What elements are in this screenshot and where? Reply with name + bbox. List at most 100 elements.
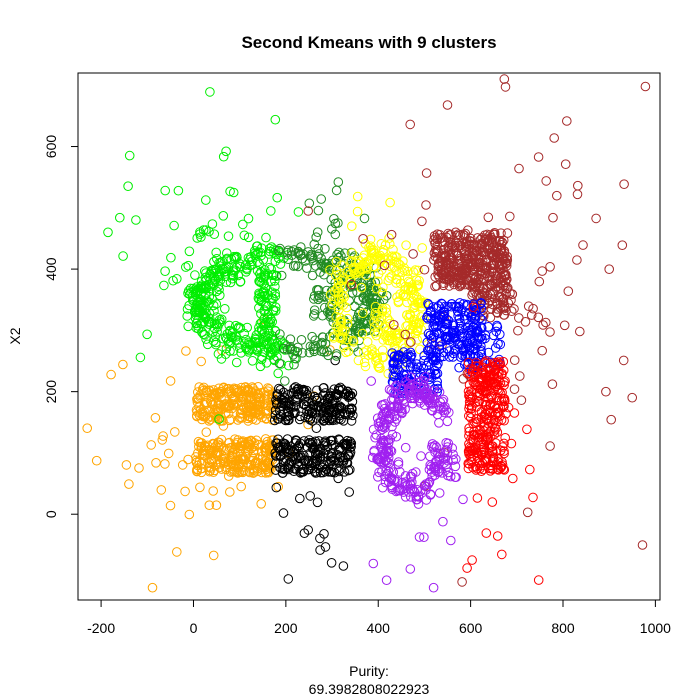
data-point — [466, 408, 476, 419]
data-point — [456, 258, 467, 269]
data-point — [195, 390, 205, 401]
data-point — [414, 275, 424, 286]
data-point — [146, 440, 156, 450]
data-point — [427, 442, 437, 452]
data-point — [209, 318, 220, 329]
data-point — [237, 437, 247, 447]
data-point — [214, 271, 225, 281]
data-point — [457, 275, 467, 285]
data-point — [407, 282, 417, 293]
data-point — [348, 262, 359, 273]
data-point — [490, 343, 501, 353]
data-point — [412, 281, 423, 292]
data-point — [244, 339, 254, 350]
data-point — [255, 397, 266, 407]
data-point — [458, 346, 469, 357]
data-point — [516, 395, 527, 406]
data-point — [199, 441, 210, 451]
data-point — [263, 458, 274, 469]
data-point — [259, 288, 270, 299]
data-point — [260, 332, 271, 342]
data-point — [225, 277, 236, 288]
data-point — [405, 347, 416, 358]
data-point — [185, 283, 196, 294]
data-point — [434, 401, 445, 412]
data-point — [476, 466, 487, 477]
series-8 — [462, 302, 544, 585]
data-point — [192, 410, 202, 421]
data-point — [390, 382, 401, 392]
data-point — [255, 342, 266, 352]
data-point — [235, 386, 245, 396]
data-point — [316, 194, 327, 204]
data-point — [426, 344, 437, 355]
data-point — [192, 466, 202, 477]
data-point — [298, 249, 309, 259]
data-point — [394, 404, 404, 414]
data-point — [205, 462, 215, 472]
data-point — [380, 399, 390, 409]
data-point — [383, 368, 394, 379]
data-point — [442, 319, 453, 330]
data-point — [433, 464, 444, 474]
data-point — [479, 422, 489, 432]
data-point — [462, 241, 472, 251]
data-point — [343, 410, 354, 420]
data-point — [432, 234, 443, 244]
data-point — [212, 327, 222, 337]
data-point — [225, 414, 236, 425]
data-point — [352, 191, 363, 202]
data-point — [340, 248, 350, 258]
data-point — [378, 245, 389, 255]
data-point — [386, 480, 397, 491]
data-point — [400, 353, 410, 364]
data-point — [309, 344, 319, 355]
data-point — [328, 331, 339, 342]
data-point — [285, 341, 296, 352]
data-point — [501, 253, 512, 264]
data-point — [241, 342, 251, 353]
data-point — [349, 301, 360, 312]
data-point — [426, 461, 437, 472]
data-point — [221, 401, 232, 412]
data-point — [477, 362, 488, 373]
data-point — [363, 350, 374, 360]
data-point — [209, 439, 219, 449]
data-point — [497, 549, 507, 560]
data-point — [158, 431, 168, 441]
data-point — [363, 259, 374, 269]
data-point — [214, 462, 225, 473]
data-point — [498, 259, 508, 270]
data-point — [195, 299, 206, 310]
data-point — [376, 312, 387, 322]
data-point — [303, 464, 314, 475]
data-point — [440, 251, 451, 261]
data-point — [218, 151, 229, 162]
data-point — [207, 219, 218, 229]
data-point — [258, 320, 269, 331]
data-point — [422, 337, 433, 348]
data-point — [373, 276, 383, 287]
data-point — [210, 331, 221, 342]
data-point — [411, 291, 422, 302]
data-point — [206, 265, 217, 276]
data-point — [320, 244, 330, 254]
data-point — [449, 325, 459, 336]
data-point — [191, 318, 202, 329]
data-point — [480, 400, 491, 411]
data-point — [515, 371, 525, 381]
data-point — [369, 247, 379, 258]
data-point — [483, 433, 493, 444]
data-point — [183, 454, 193, 465]
data-point — [300, 256, 311, 266]
data-point — [304, 198, 315, 209]
y-tick-label: 600 — [43, 135, 59, 159]
data-point — [324, 331, 335, 342]
data-point — [200, 450, 210, 460]
data-point — [480, 230, 490, 240]
data-point — [280, 345, 290, 355]
data-point — [471, 402, 482, 412]
data-point — [228, 267, 238, 277]
data-point — [238, 219, 248, 230]
data-point — [463, 338, 473, 349]
